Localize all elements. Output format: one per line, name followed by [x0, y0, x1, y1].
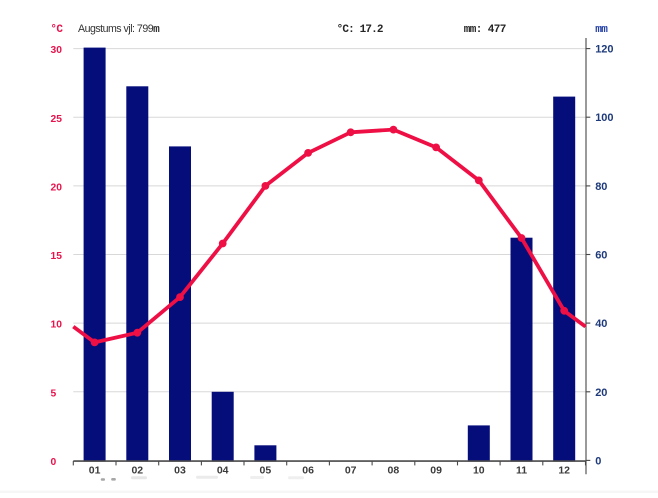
svg-text:09: 09: [430, 464, 442, 476]
svg-text:01: 01: [89, 464, 101, 476]
svg-text:07: 07: [345, 464, 357, 476]
svg-text:0: 0: [595, 455, 601, 467]
svg-text:60: 60: [595, 250, 607, 262]
svg-text:Augstums vjl: 799m: Augstums vjl: 799m: [78, 23, 160, 36]
svg-text:°C: 17.2: °C: 17.2: [337, 24, 383, 36]
svg-text:15: 15: [51, 251, 63, 262]
svg-text:04: 04: [217, 464, 229, 476]
svg-text:20: 20: [51, 183, 63, 194]
svg-text:100: 100: [595, 112, 613, 124]
svg-text:05: 05: [260, 464, 272, 476]
svg-text:30: 30: [51, 45, 63, 56]
svg-text:5: 5: [51, 388, 57, 399]
svg-text:mm: 477: mm: 477: [464, 24, 506, 36]
svg-text:80: 80: [595, 181, 607, 193]
svg-text:12: 12: [558, 464, 570, 476]
svg-text:20: 20: [595, 387, 607, 399]
svg-text:10: 10: [51, 320, 63, 331]
svg-text:mm: mm: [595, 24, 608, 36]
svg-text:03: 03: [174, 464, 186, 476]
svg-text:02: 02: [131, 464, 143, 476]
svg-text:11: 11: [516, 464, 527, 476]
svg-text:10: 10: [473, 464, 485, 476]
svg-text:06: 06: [302, 464, 314, 476]
svg-text:0: 0: [51, 457, 57, 468]
svg-text:08: 08: [388, 464, 400, 476]
svg-text:25: 25: [51, 114, 63, 125]
svg-text:°C: °C: [50, 24, 63, 36]
svg-text:120: 120: [595, 44, 613, 56]
svg-text:40: 40: [595, 318, 607, 330]
